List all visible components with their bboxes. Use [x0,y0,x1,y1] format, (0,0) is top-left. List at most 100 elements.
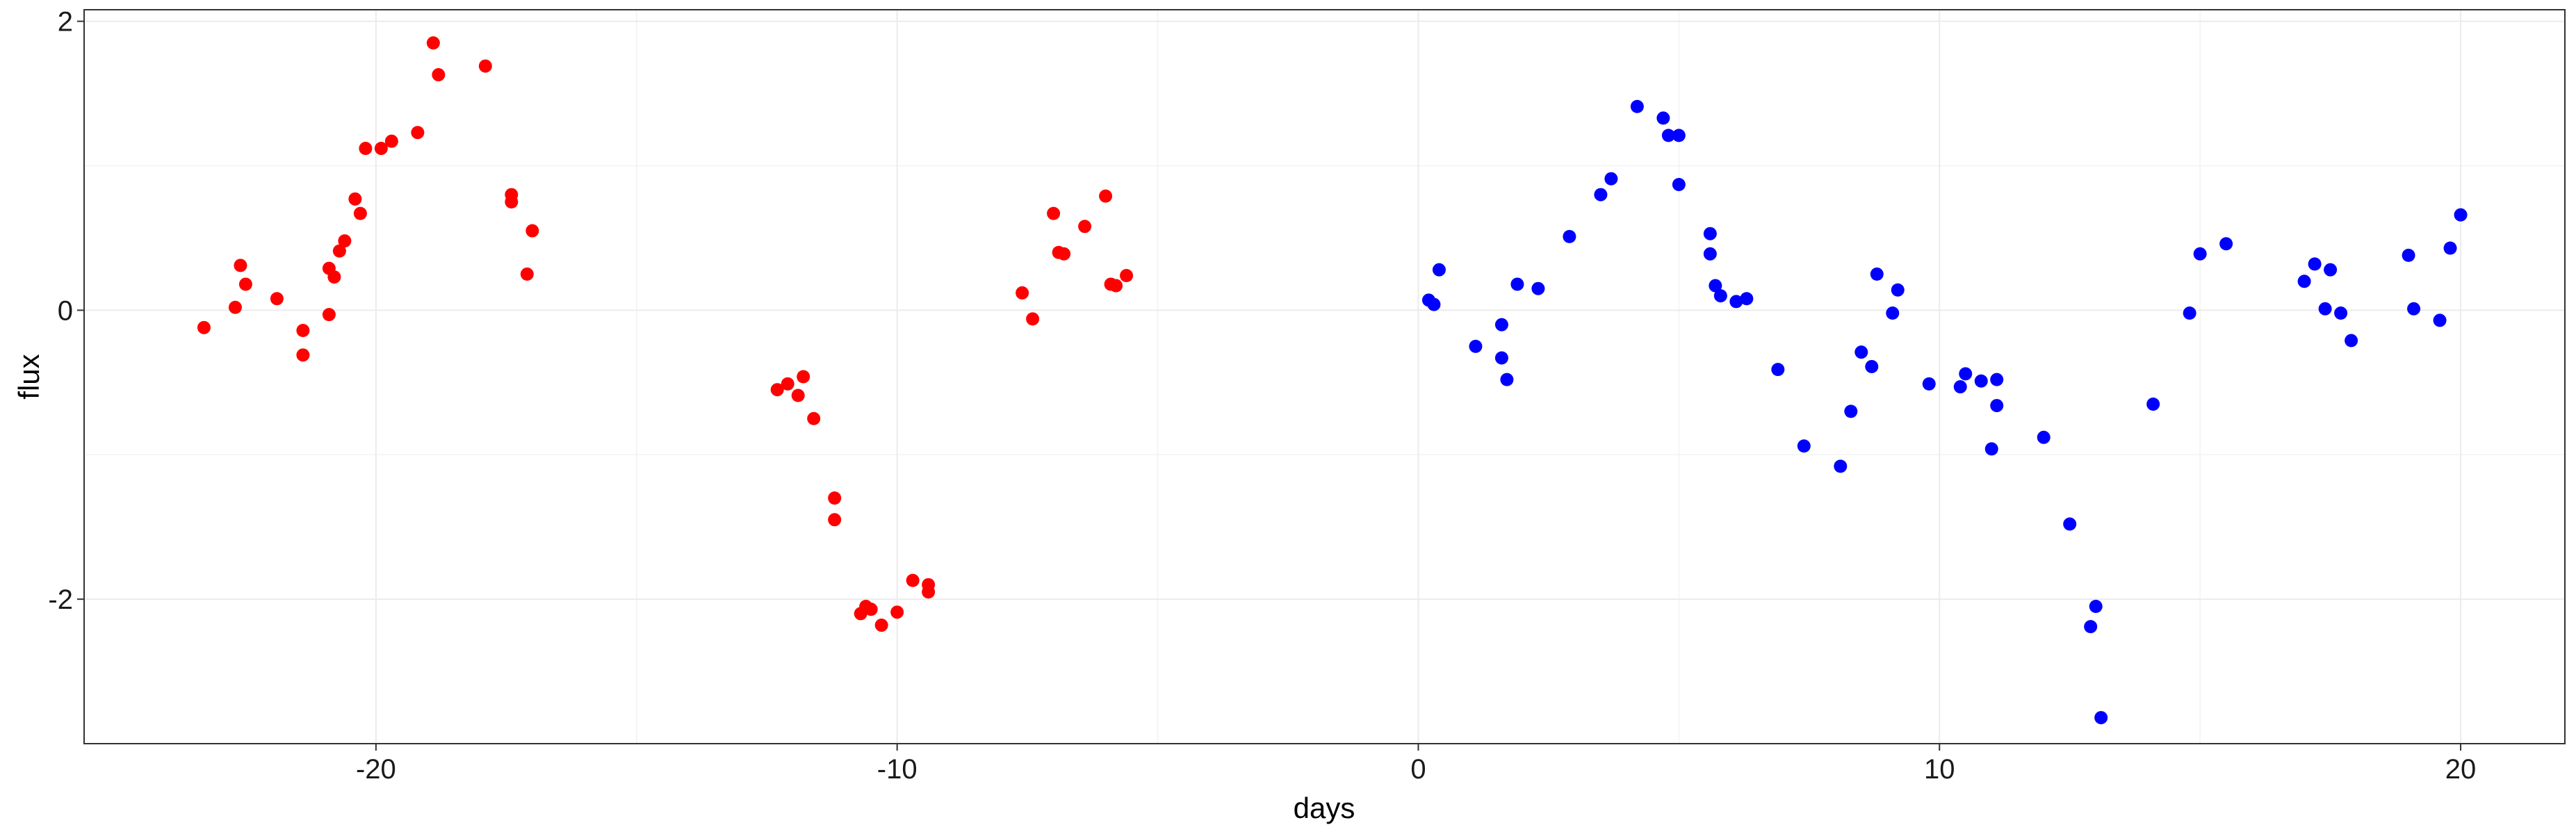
data-point-series-2 [1891,283,1905,297]
x-tick-label: 10 [1924,754,1955,785]
data-point-series-1 [296,323,310,337]
data-point-series-2 [1713,289,1727,303]
data-point-series-2 [2308,257,2322,271]
data-point-series-2 [2324,263,2338,277]
data-point-series-2 [1870,267,1884,281]
data-point-series-1 [228,300,242,314]
data-point-series-2 [2084,620,2098,634]
data-point-series-2 [1959,367,1973,381]
data-point-series-2 [2089,600,2103,614]
data-point-series-1 [348,192,362,206]
data-point-series-1 [338,234,352,248]
data-point-series-1 [332,244,346,258]
data-point-series-1 [1120,268,1134,282]
data-point-series-2 [1984,442,1998,456]
y-tick-label: 2 [58,7,73,38]
axis-ticks: -20 -10 0 10 20-202 [48,7,2476,785]
data-point-series-1 [1109,279,1123,293]
data-point-series-2 [1563,229,1576,243]
data-point-series-2 [1630,99,1644,113]
data-point-series-2 [1709,279,1722,293]
data-point-series-2 [1974,374,1988,388]
data-point-series-2 [2345,334,2358,348]
data-point-series-2 [2094,711,2108,725]
x-axis-title: days [1294,792,1355,824]
data-point-series-1 [327,270,341,284]
data-point-series-1 [906,573,920,587]
data-point-series-1 [770,383,784,397]
data-point-series-1 [234,259,247,272]
data-point-series-1 [828,491,842,505]
data-point-series-2 [1953,380,1967,394]
data-point-series-2 [1469,339,1483,353]
data-point-series-2 [1672,129,1686,142]
data-point-series-2 [1703,227,1717,240]
data-point-series-2 [1661,129,1675,142]
x-tick-label: 0 [1410,754,1426,785]
data-point-series-2 [1531,281,1545,295]
data-point-series-1 [864,603,878,616]
data-point-series-2 [1844,404,1858,418]
data-point-series-2 [1922,377,1936,391]
x-tick-label: 20 [2445,754,2477,785]
x-tick-label: -10 [877,754,918,785]
data-point-series-1 [525,224,539,238]
data-point-series-1 [322,308,336,322]
data-point-series-2 [1990,399,2004,413]
data-point-series-1 [1026,312,1040,326]
data-point-series-2 [2183,306,2196,320]
data-point-series-2 [2219,237,2233,251]
data-point-series-2 [1432,263,1446,277]
data-point-series-2 [1703,247,1717,261]
data-point-series-1 [781,377,794,391]
data-point-series-2 [2334,306,2348,320]
data-point-series-1 [296,348,310,362]
data-point-series-2 [1797,439,1811,453]
data-point-series-1 [411,126,425,140]
data-point-series-2 [1740,292,1754,306]
data-point-series-2 [2297,275,2311,288]
data-point-series-1 [359,142,373,156]
data-point-series-1 [374,142,388,156]
data-point-series-1 [270,292,284,306]
data-point-series-1 [828,513,842,527]
data-point-series-2 [1604,172,1618,186]
x-tick-label: -20 [356,754,396,785]
data-point-series-2 [2063,517,2077,531]
data-point-series-2 [1510,277,1524,291]
data-point-series-2 [1771,363,1785,377]
data-point-series-2 [1672,178,1686,192]
data-point-series-1 [1016,286,1029,300]
data-point-series-2 [2407,302,2421,316]
data-point-series-1 [1099,189,1113,203]
data-point-series-2 [1494,318,1508,332]
data-point-series-2 [1854,345,1868,359]
plot-panel-background [84,10,2565,744]
data-point-series-1 [197,320,211,334]
data-point-series-1 [874,619,888,632]
data-point-series-2 [1500,373,1514,386]
data-point-series-2 [1865,359,1879,373]
data-point-series-2 [2146,397,2160,411]
data-point-series-1 [478,59,492,73]
grid-lines [84,10,2565,744]
data-point-series-1 [807,411,821,425]
data-point-series-1 [1057,247,1071,261]
y-tick-label: 0 [58,295,73,326]
data-points [197,36,2468,725]
data-point-series-1 [505,195,519,208]
data-point-series-2 [1594,188,1608,202]
data-point-series-1 [797,370,810,384]
data-point-series-2 [2318,302,2332,316]
data-point-series-1 [384,134,398,148]
data-point-series-2 [2454,208,2468,222]
data-point-series-1 [238,277,252,291]
data-point-series-2 [1494,351,1508,365]
data-point-series-2 [1729,295,1743,309]
data-point-series-2 [2433,313,2447,327]
data-point-series-2 [2402,248,2415,262]
plot-panel-border [83,9,2566,744]
y-tick-label: -2 [48,584,73,615]
data-point-series-2 [1427,297,1441,311]
